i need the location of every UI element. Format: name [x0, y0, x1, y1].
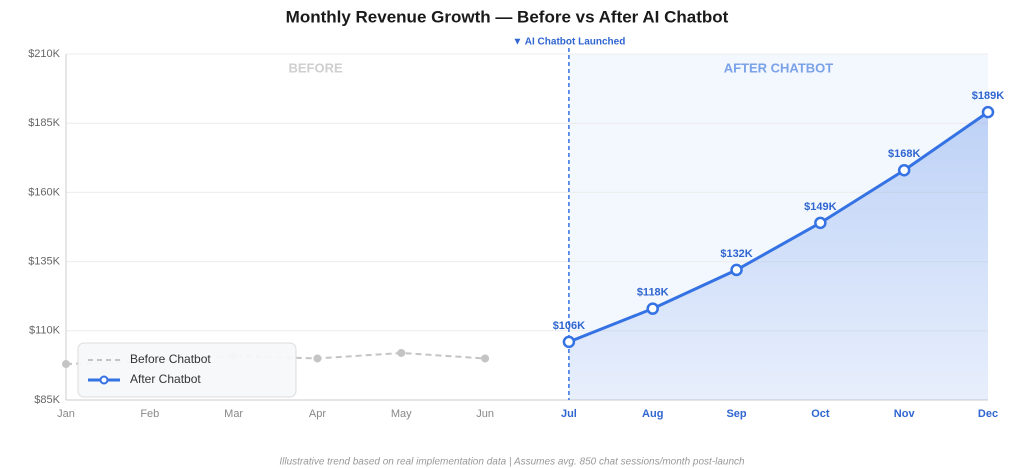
- data-point: [730, 263, 743, 277]
- data-point: [981, 105, 995, 119]
- x-tick-label: Dec: [978, 408, 998, 420]
- data-point: [562, 335, 576, 349]
- data-label: $118K: [637, 287, 669, 299]
- x-tick-label: Apr: [309, 408, 326, 420]
- data-point: [397, 348, 406, 357]
- x-tick-label: Jul: [561, 408, 577, 420]
- x-tick-label: Aug: [642, 408, 663, 420]
- x-tick-label: Sep: [726, 408, 746, 420]
- legend-label: After Chatbot: [130, 372, 201, 386]
- x-tick-label: Jan: [57, 408, 75, 420]
- data-label: $149K: [804, 201, 836, 213]
- data-point: [313, 354, 322, 363]
- y-tick-label: $160K: [28, 186, 60, 198]
- x-tick-label: Oct: [811, 408, 830, 420]
- x-tick-label: Feb: [140, 408, 159, 420]
- y-tick-label: $85K: [34, 394, 60, 406]
- data-point: [814, 216, 827, 230]
- data-point: [646, 302, 659, 315]
- data-point: [481, 354, 490, 363]
- data-label: $106K: [553, 320, 585, 332]
- legend-label: Before Chatbot: [130, 352, 211, 366]
- data-label: $189K: [972, 90, 1004, 102]
- legend-box: [77, 342, 297, 398]
- y-tick-label: $185K: [28, 117, 60, 129]
- x-tick-label: Nov: [894, 408, 916, 420]
- region-label: AFTER CHATBOT: [724, 60, 834, 75]
- y-tick-label: $110K: [29, 325, 61, 337]
- chart-title: Monthly Revenue Growth — Before vs After…: [286, 7, 729, 26]
- data-point: [62, 360, 70, 369]
- data-label: $168K: [888, 148, 920, 160]
- y-tick-label: $210K: [28, 48, 60, 60]
- series-line: [568, 110, 989, 344]
- x-tick-label: Mar: [224, 408, 243, 420]
- x-tick-label: May: [391, 408, 412, 420]
- data-label: $132K: [720, 248, 752, 260]
- launch-annotation: ▼ AI Chatbot Launched: [512, 37, 625, 48]
- region-label: BEFORE: [288, 60, 343, 75]
- x-tick-label: Jun: [476, 408, 494, 420]
- data-point: [897, 164, 911, 177]
- footer-note: Illustrative trend based on real impleme…: [279, 457, 745, 468]
- y-tick-label: $135K: [28, 256, 60, 268]
- legend-swatch-point: [99, 375, 109, 385]
